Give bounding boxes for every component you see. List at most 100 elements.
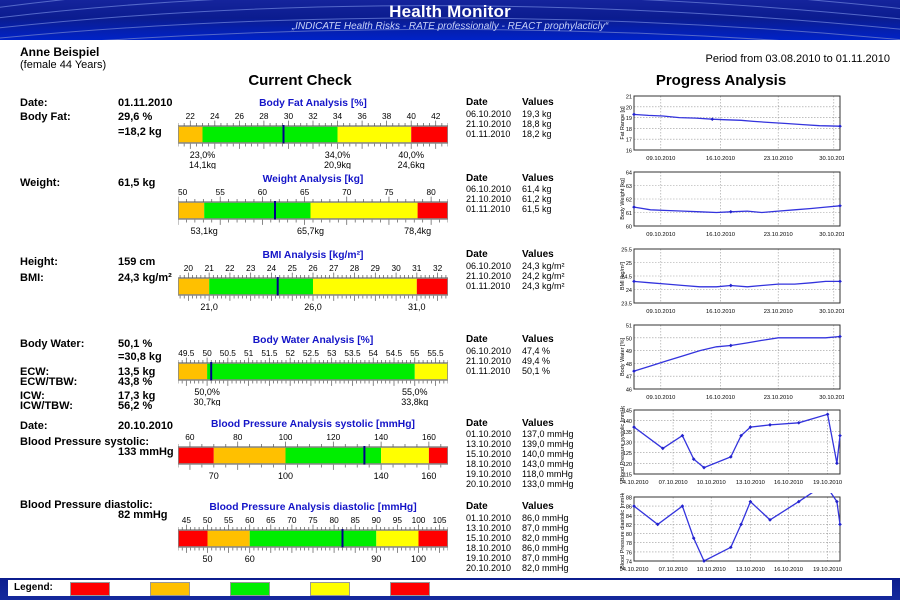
svg-text:07.10.2010: 07.10.2010 bbox=[659, 480, 688, 486]
svg-text:16.10.2010: 16.10.2010 bbox=[774, 567, 803, 573]
svg-text:85: 85 bbox=[351, 515, 361, 525]
svg-text:Body Water Analysis [%]: Body Water Analysis [%] bbox=[253, 335, 374, 346]
svg-text:19.10.2010: 19.10.2010 bbox=[813, 480, 842, 486]
svg-text:51.5: 51.5 bbox=[261, 348, 278, 358]
svg-text:23.10.2010: 23.10.2010 bbox=[764, 232, 793, 238]
svg-text:53: 53 bbox=[327, 348, 337, 358]
svg-text:100: 100 bbox=[412, 515, 426, 525]
svg-text:16.10.2010: 16.10.2010 bbox=[706, 156, 735, 162]
svg-text:50,0%: 50,0% bbox=[194, 387, 220, 397]
svg-text:09.10.2010: 09.10.2010 bbox=[646, 232, 675, 238]
svg-text:24: 24 bbox=[626, 288, 632, 294]
svg-text:31: 31 bbox=[412, 263, 422, 273]
svg-text:21: 21 bbox=[205, 263, 215, 273]
svg-text:BMI [kg/m²]: BMI [kg/m²] bbox=[620, 261, 626, 290]
svg-text:17: 17 bbox=[626, 138, 632, 144]
svg-text:09.10.2010: 09.10.2010 bbox=[646, 156, 675, 162]
svg-text:40,0%: 40,0% bbox=[398, 150, 424, 160]
svg-text:70: 70 bbox=[342, 187, 352, 197]
svg-text:120: 120 bbox=[326, 432, 340, 442]
svg-text:28: 28 bbox=[259, 111, 269, 121]
svg-text:75: 75 bbox=[384, 187, 394, 197]
svg-text:84: 84 bbox=[626, 514, 632, 520]
svg-text:80: 80 bbox=[426, 187, 436, 197]
svg-text:32: 32 bbox=[433, 263, 443, 273]
svg-text:24: 24 bbox=[210, 111, 220, 121]
svg-text:49: 49 bbox=[626, 349, 632, 355]
svg-text:14,1kg: 14,1kg bbox=[189, 160, 216, 169]
svg-text:27: 27 bbox=[329, 263, 339, 273]
svg-text:Body Weight [kg]: Body Weight [kg] bbox=[620, 178, 626, 220]
svg-text:60: 60 bbox=[626, 225, 632, 231]
svg-text:25: 25 bbox=[626, 261, 632, 267]
svg-text:22: 22 bbox=[186, 111, 196, 121]
svg-text:49.5: 49.5 bbox=[178, 348, 195, 358]
svg-text:29: 29 bbox=[371, 263, 381, 273]
svg-text:26: 26 bbox=[235, 111, 245, 121]
svg-text:60: 60 bbox=[258, 187, 268, 197]
svg-text:30.10.2010: 30.10.2010 bbox=[819, 309, 844, 315]
svg-text:160: 160 bbox=[421, 471, 436, 481]
svg-text:60: 60 bbox=[245, 554, 255, 564]
svg-text:53.5: 53.5 bbox=[344, 348, 361, 358]
svg-text:100: 100 bbox=[279, 432, 293, 442]
svg-text:Blood Pressure Analysis diasto: Blood Pressure Analysis diastolic [mmHg] bbox=[209, 502, 416, 513]
svg-text:16: 16 bbox=[626, 149, 632, 155]
svg-text:09.10.2010: 09.10.2010 bbox=[646, 309, 675, 315]
svg-text:07.10.2010: 07.10.2010 bbox=[659, 567, 688, 573]
svg-text:160: 160 bbox=[422, 432, 436, 442]
svg-text:63: 63 bbox=[626, 184, 632, 190]
svg-text:22: 22 bbox=[225, 263, 235, 273]
svg-text:78,4kg: 78,4kg bbox=[404, 226, 431, 236]
svg-text:19: 19 bbox=[626, 116, 632, 122]
svg-text:140: 140 bbox=[374, 471, 389, 481]
svg-text:80: 80 bbox=[626, 532, 632, 538]
svg-text:16.10.2010: 16.10.2010 bbox=[706, 309, 735, 315]
svg-text:26,0: 26,0 bbox=[304, 302, 322, 312]
svg-text:09.10.2010: 09.10.2010 bbox=[646, 395, 675, 401]
svg-text:62: 62 bbox=[626, 198, 632, 204]
svg-text:65,7kg: 65,7kg bbox=[297, 226, 324, 236]
svg-text:23.10.2010: 23.10.2010 bbox=[764, 395, 793, 401]
svg-text:BMI Analysis [kg/m²]: BMI Analysis [kg/m²] bbox=[263, 250, 364, 261]
svg-text:24,6kg: 24,6kg bbox=[398, 160, 425, 169]
svg-text:Body Fat Analysis [%]: Body Fat Analysis [%] bbox=[259, 98, 367, 109]
svg-text:55: 55 bbox=[216, 187, 226, 197]
svg-text:23,0%: 23,0% bbox=[190, 150, 216, 160]
svg-text:16.10.2010: 16.10.2010 bbox=[706, 232, 735, 238]
svg-text:34: 34 bbox=[333, 111, 343, 121]
svg-text:88: 88 bbox=[626, 496, 632, 502]
svg-text:23.10.2010: 23.10.2010 bbox=[764, 309, 793, 315]
svg-text:74: 74 bbox=[626, 560, 632, 566]
svg-text:31,0: 31,0 bbox=[408, 302, 426, 312]
svg-text:30,7kg: 30,7kg bbox=[194, 397, 221, 406]
svg-text:76: 76 bbox=[626, 550, 632, 556]
svg-text:36: 36 bbox=[357, 111, 367, 121]
svg-text:55.5: 55.5 bbox=[427, 348, 444, 358]
svg-text:10.10.2010: 10.10.2010 bbox=[697, 567, 726, 573]
svg-text:Blood Pressure diastolic [mmHg: Blood Pressure diastolic [mmHg] bbox=[620, 493, 626, 569]
svg-text:61: 61 bbox=[626, 211, 632, 217]
svg-text:80: 80 bbox=[329, 515, 339, 525]
svg-text:50: 50 bbox=[178, 187, 188, 197]
svg-text:82: 82 bbox=[626, 523, 632, 529]
svg-text:55: 55 bbox=[224, 515, 234, 525]
svg-text:64: 64 bbox=[626, 171, 632, 177]
svg-text:23.10.2010: 23.10.2010 bbox=[764, 156, 793, 162]
svg-text:33,8kg: 33,8kg bbox=[401, 397, 428, 406]
svg-text:20: 20 bbox=[626, 105, 632, 111]
svg-text:26: 26 bbox=[308, 263, 318, 273]
svg-text:34,0%: 34,0% bbox=[325, 150, 351, 160]
svg-text:20,9kg: 20,9kg bbox=[324, 160, 351, 169]
svg-text:78: 78 bbox=[626, 541, 632, 547]
svg-text:51: 51 bbox=[244, 348, 254, 358]
svg-text:Blood Pressure Analysis systol: Blood Pressure Analysis systolic [mmHg] bbox=[211, 419, 415, 430]
svg-text:60: 60 bbox=[245, 515, 255, 525]
svg-text:55: 55 bbox=[410, 348, 420, 358]
svg-text:50: 50 bbox=[203, 515, 213, 525]
svg-text:90: 90 bbox=[372, 515, 382, 525]
svg-text:Fat Range [g]: Fat Range [g] bbox=[620, 106, 626, 140]
svg-text:Body Water [%]: Body Water [%] bbox=[620, 338, 626, 376]
svg-text:16.10.2010: 16.10.2010 bbox=[774, 480, 803, 486]
svg-text:28: 28 bbox=[350, 263, 360, 273]
